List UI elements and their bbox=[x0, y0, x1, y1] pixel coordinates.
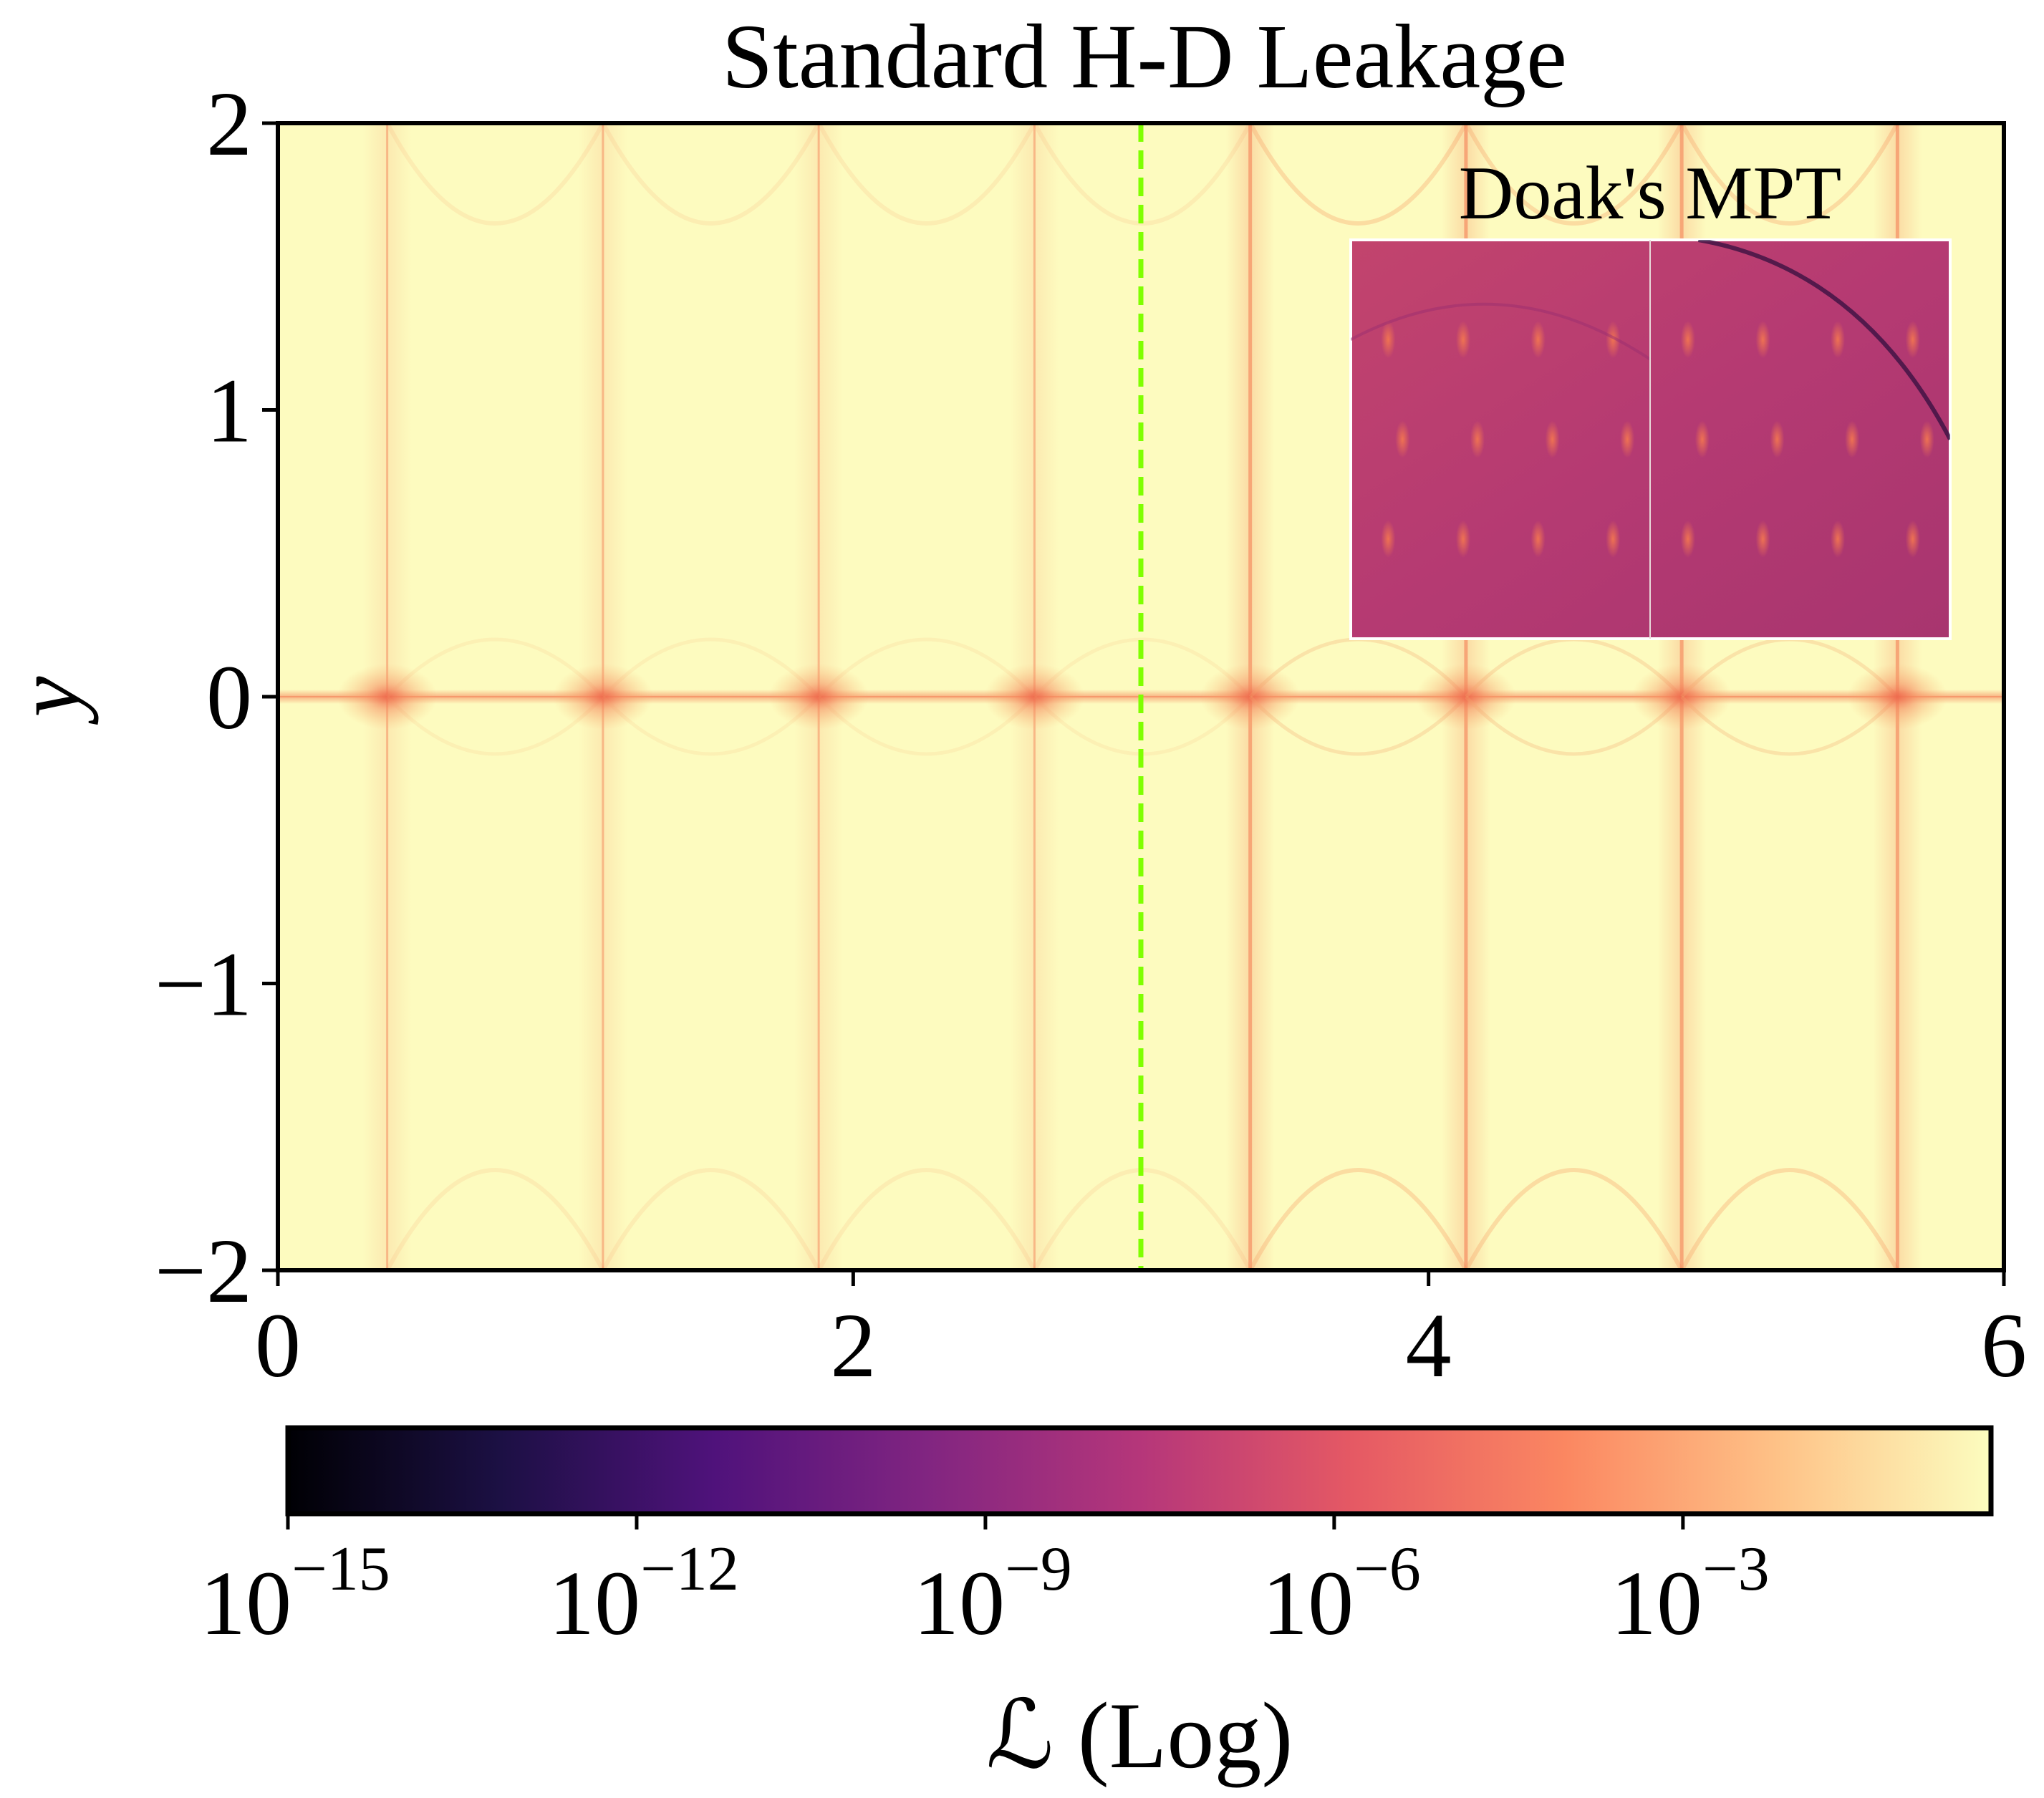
resonance-spot bbox=[1415, 664, 1516, 730]
resonance-lobe bbox=[601, 123, 821, 226]
resonance-spot bbox=[552, 664, 653, 730]
inset-peak bbox=[1831, 520, 1846, 558]
inset-dark-arc bbox=[1697, 240, 1950, 440]
inset-features bbox=[1351, 240, 1950, 558]
resonance-lobe bbox=[1464, 123, 1684, 226]
inset-peak bbox=[1606, 321, 1621, 359]
colorbar-tick-label: 10−12 bbox=[549, 1534, 739, 1654]
resonance-lobe bbox=[601, 1168, 821, 1270]
inset-peak bbox=[1680, 520, 1695, 558]
y-axis: 2 1 0 −1 −2 bbox=[155, 73, 278, 1322]
inset-peak bbox=[1381, 520, 1396, 558]
resonance-spot bbox=[1200, 664, 1301, 730]
inset-peak bbox=[1530, 321, 1546, 359]
colorbar-tick-label: 10−9 bbox=[913, 1534, 1072, 1654]
inset-peak bbox=[1845, 420, 1860, 458]
y-tick-label: −2 bbox=[155, 1220, 252, 1322]
inset-peak bbox=[1831, 321, 1846, 359]
x-tick-label: 4 bbox=[1406, 1295, 1452, 1396]
colorbar-tick-label: 10−15 bbox=[200, 1534, 390, 1654]
resonance-lobe bbox=[1248, 1168, 1468, 1270]
colorbar-tick-label: 10−3 bbox=[1611, 1534, 1770, 1654]
inset-peak bbox=[1770, 420, 1785, 458]
colorbar-label: ℒ (Log) bbox=[986, 1683, 1293, 1788]
inset-peak bbox=[1680, 321, 1695, 359]
inset-peak bbox=[1545, 420, 1560, 458]
y-tick-label: 1 bbox=[206, 360, 252, 462]
colorbar-ticks: 10−15 10−12 10−9 10−6 10−3 bbox=[200, 1514, 1770, 1654]
y-axis-label: y bbox=[0, 676, 99, 725]
inset-peak bbox=[1470, 420, 1485, 458]
colorbar-gradient bbox=[285, 1425, 1994, 1517]
inset-peak bbox=[1755, 520, 1770, 558]
resonance-lobe bbox=[1464, 1168, 1684, 1270]
inset-title: Doak's MPT bbox=[1459, 151, 1841, 235]
resonance-spot bbox=[337, 664, 438, 730]
resonance-lobe bbox=[1679, 123, 1900, 226]
resonance-lobe bbox=[385, 1168, 605, 1270]
inset-peak bbox=[1455, 520, 1470, 558]
inset-peak bbox=[1905, 321, 1920, 359]
inset-peak bbox=[1620, 420, 1635, 458]
inset-peak bbox=[1530, 520, 1546, 558]
colorbar-tick-label: 10−6 bbox=[1262, 1534, 1421, 1654]
inset-peak bbox=[1695, 420, 1710, 458]
inset-peak bbox=[1395, 420, 1410, 458]
resonance-lobe bbox=[1248, 123, 1468, 226]
y-tick-label: −1 bbox=[155, 934, 252, 1035]
resonance-spot bbox=[1847, 664, 1948, 730]
resonance-spot bbox=[984, 664, 1085, 730]
colorbar: 10−15 10−12 10−9 10−6 10−3 ℒ (Log) bbox=[200, 1425, 1994, 1788]
x-tick-label: 0 bbox=[255, 1295, 301, 1396]
chart-title: Standard H-D Leakage bbox=[722, 6, 1567, 107]
y-tick-label: 0 bbox=[206, 647, 252, 748]
inset-peak bbox=[1606, 520, 1621, 558]
x-axis: 0 2 4 6 bbox=[255, 1270, 2027, 1396]
x-tick-label: 6 bbox=[1981, 1295, 2027, 1396]
inset: Doak's MPT bbox=[1349, 151, 1952, 640]
resonance-lobe bbox=[1679, 1168, 1900, 1270]
y-tick-label: 2 bbox=[206, 73, 252, 175]
x-tick-label: 2 bbox=[830, 1295, 876, 1396]
resonance-spot bbox=[768, 664, 869, 730]
resonance-lobe bbox=[816, 1168, 1037, 1270]
inset-faint-arc bbox=[1351, 302, 1652, 361]
inset-peak bbox=[1755, 321, 1770, 359]
resonance-lobe bbox=[816, 123, 1037, 226]
inset-peak bbox=[1381, 321, 1396, 359]
resonance-spot bbox=[1631, 664, 1732, 730]
inset-peak bbox=[1919, 420, 1934, 458]
resonance-lobe bbox=[385, 123, 605, 226]
inset-peak bbox=[1455, 321, 1470, 359]
inset-peak bbox=[1905, 520, 1920, 558]
